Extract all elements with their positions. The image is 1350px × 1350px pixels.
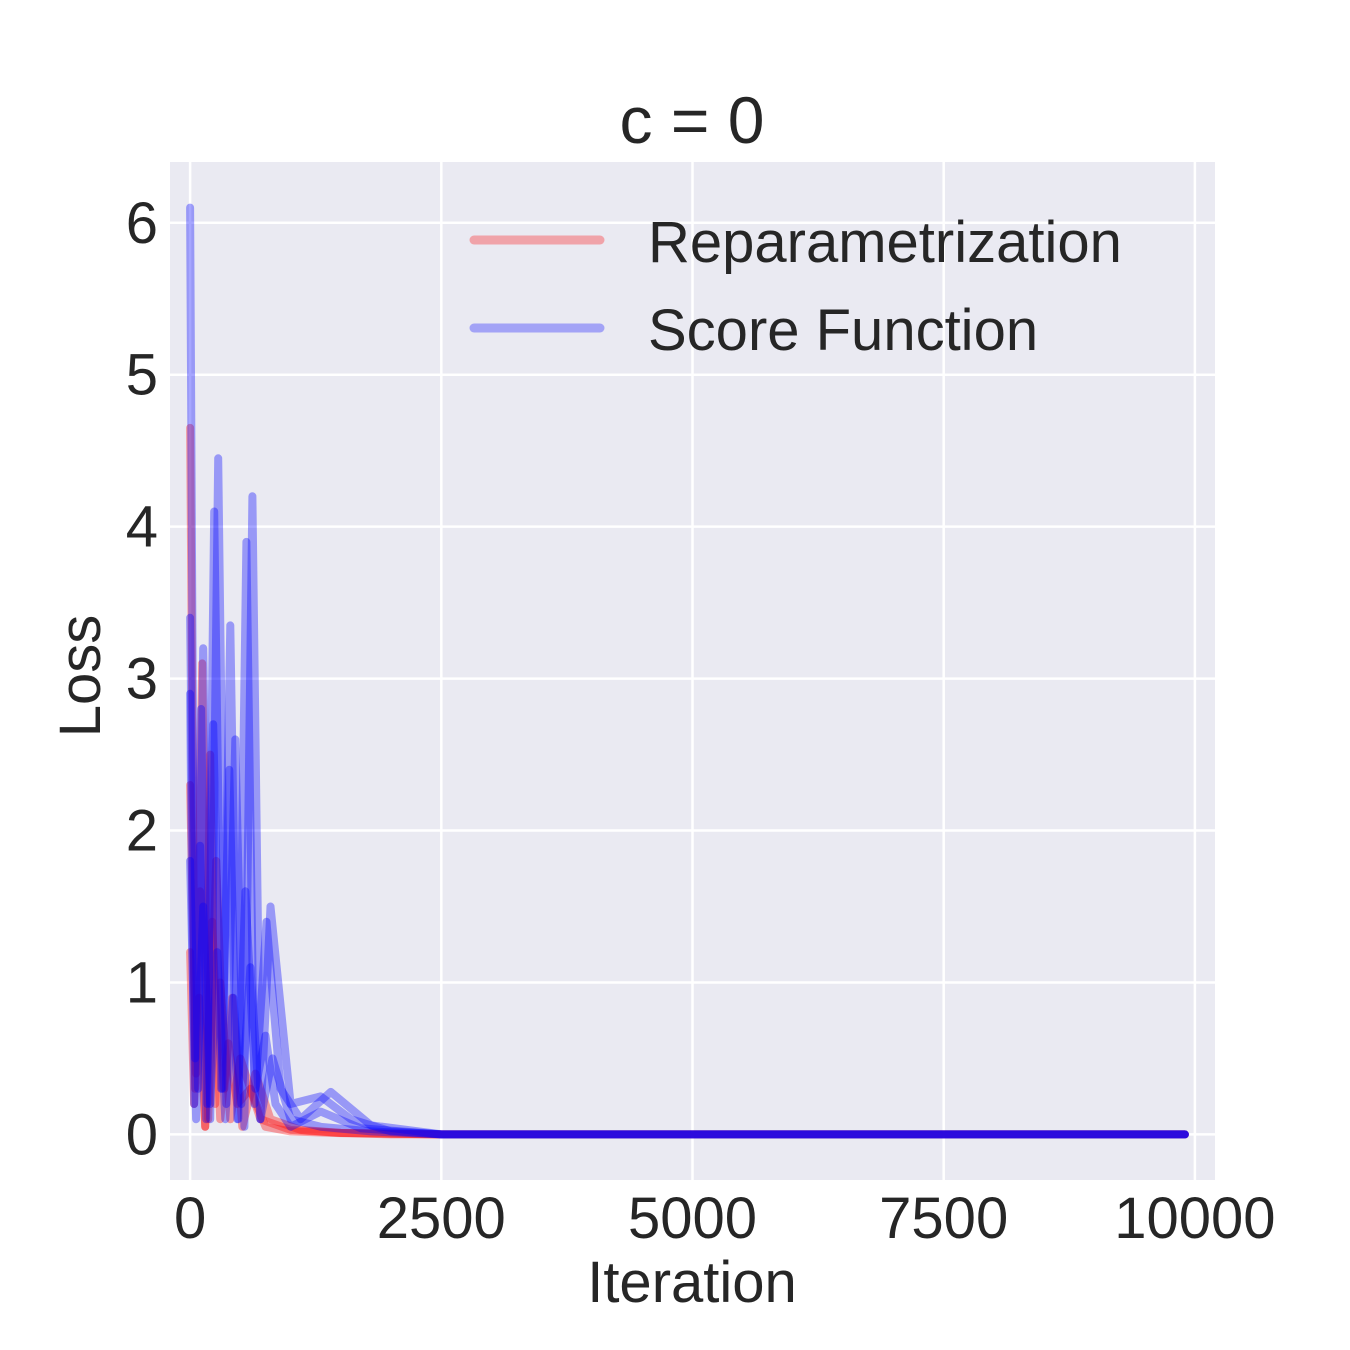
- series-lines: [186, 203, 1189, 1139]
- x-tick-label: 5000: [628, 1186, 757, 1251]
- y-tick-label: 6: [126, 191, 158, 256]
- y-tick-label: 5: [126, 343, 158, 408]
- series-line-0: [186, 423, 1189, 1139]
- legend-label-reparametrization: Reparametrization: [648, 210, 1122, 275]
- y-tick-label: 0: [126, 1102, 158, 1167]
- x-axis-label: Iteration: [587, 1250, 797, 1315]
- y-axis-label: Loss: [48, 615, 113, 738]
- series-line-6: [186, 856, 1189, 1139]
- x-tick-label: 0: [174, 1186, 206, 1251]
- y-tick-label: 1: [126, 950, 158, 1015]
- x-tick-label: 2500: [377, 1186, 506, 1251]
- y-tick-label: 4: [126, 495, 158, 560]
- legend-label-score-function: Score Function: [648, 298, 1038, 363]
- legend: Reparametrization Score Function: [469, 210, 1122, 363]
- y-tick-label: 3: [126, 647, 158, 712]
- series-line-5: [186, 689, 1189, 1139]
- series-line-2: [186, 917, 1189, 1139]
- series-line-3: [186, 203, 1189, 1139]
- x-tick-label: 10000: [1114, 1186, 1275, 1251]
- x-tick-labels: 0 2500 5000 7500 10000: [174, 1186, 1276, 1251]
- x-tick-label: 7500: [879, 1186, 1008, 1251]
- series-line-4: [186, 507, 1189, 1139]
- series-line-1: [186, 659, 1189, 1139]
- y-tick-labels: 0 1 2 3 4 5 6: [126, 191, 158, 1168]
- grid-lines: [170, 162, 1215, 1180]
- chart-title: c = 0: [620, 83, 765, 157]
- y-tick-label: 2: [126, 799, 158, 864]
